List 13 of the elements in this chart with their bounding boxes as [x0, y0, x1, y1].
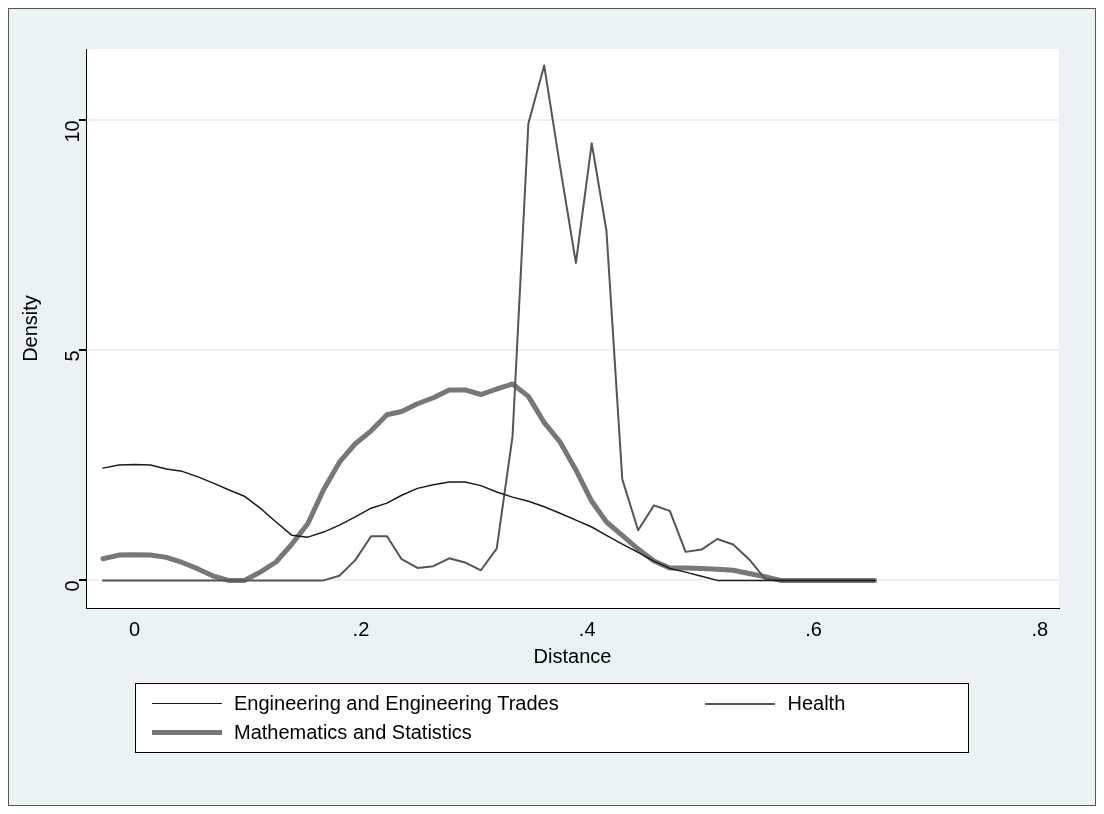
- x-axis-title: Distance: [533, 644, 612, 667]
- y-tick-label: 10: [60, 120, 83, 143]
- y-tick-label: 0: [60, 580, 83, 592]
- y-tick-label: 5: [60, 350, 83, 362]
- legend-label: Health: [787, 692, 846, 715]
- x-tick-label: .2: [352, 617, 370, 640]
- x-tick-label: 0: [129, 617, 141, 640]
- x-tick-label: .8: [1031, 617, 1049, 640]
- legend-label: Mathematics and Statistics: [234, 721, 472, 744]
- y-axis-title: Density: [18, 295, 41, 362]
- legend-label: Engineering and Engineering Trades: [234, 692, 559, 715]
- x-tick-label: .6: [805, 617, 822, 640]
- x-tick-label: .4: [578, 617, 596, 640]
